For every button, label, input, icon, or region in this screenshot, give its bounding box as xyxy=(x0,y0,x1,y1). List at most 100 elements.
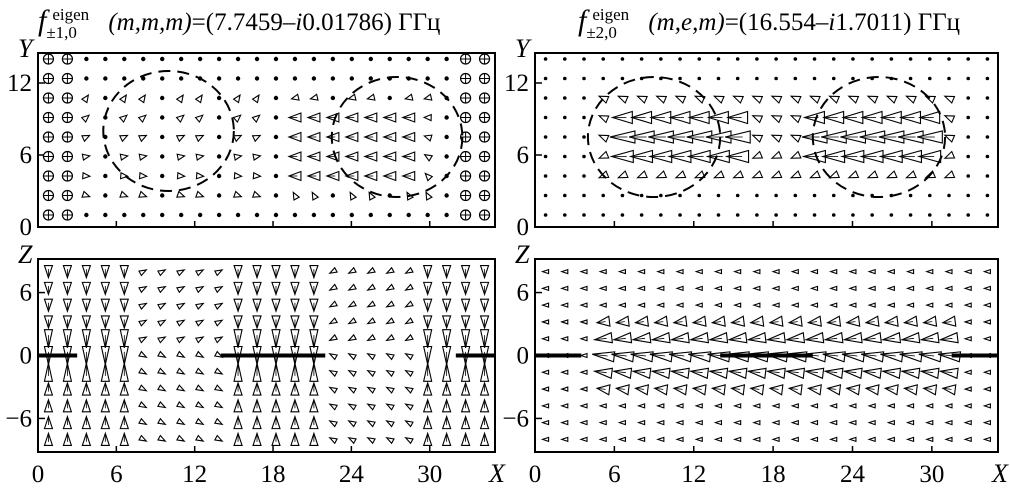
field-point xyxy=(678,213,682,217)
field-arrow xyxy=(560,268,569,275)
field-point xyxy=(735,57,740,61)
field-arrow xyxy=(631,367,652,380)
field-arrow xyxy=(422,113,432,122)
field-arrow xyxy=(251,190,262,198)
field-arrow xyxy=(138,153,149,162)
field-arrow-rib xyxy=(652,370,665,374)
field-arrow xyxy=(560,419,569,426)
field-arrow xyxy=(902,315,918,327)
field-arrow xyxy=(137,114,147,124)
field-point xyxy=(543,154,548,159)
field-arrow xyxy=(669,331,690,344)
field-point xyxy=(793,57,798,61)
field-arrow xyxy=(366,300,376,308)
field-arrow xyxy=(176,153,186,162)
field-arrow xyxy=(944,268,953,275)
field-arrow xyxy=(598,302,607,308)
field-point xyxy=(966,115,971,120)
y-tick-label: 6 xyxy=(517,142,530,169)
field-point xyxy=(160,134,165,140)
field-arrow xyxy=(404,436,414,445)
field-arrow xyxy=(328,420,338,428)
field-arrow xyxy=(768,384,784,396)
field-arrow xyxy=(366,266,376,275)
field-point xyxy=(716,193,721,198)
field-arrow xyxy=(195,302,205,310)
field-arrow xyxy=(828,419,838,426)
field-arrow xyxy=(81,134,91,143)
field-point xyxy=(985,57,990,61)
field-point xyxy=(444,134,449,140)
field-arrow xyxy=(886,285,895,292)
field-arrow-rib xyxy=(649,353,666,357)
field-arrow xyxy=(349,191,358,201)
field-arrow xyxy=(867,403,876,409)
field-point xyxy=(160,193,165,198)
field-point xyxy=(908,57,913,61)
field-arrow-rib xyxy=(597,387,606,390)
field-point xyxy=(543,135,548,139)
field-arrow xyxy=(790,436,799,443)
title-symbol: f xyxy=(38,4,47,37)
field-arrow-rib xyxy=(611,353,627,357)
panel-top-right: Y 0 6 12 xyxy=(504,34,999,241)
field-arrow xyxy=(925,302,934,308)
field-arrow xyxy=(790,285,799,292)
field-arrow xyxy=(982,302,991,308)
field-arrow xyxy=(138,171,149,180)
field-arrow-rib xyxy=(769,387,779,390)
field-arrow xyxy=(963,419,972,426)
field-point xyxy=(444,56,449,62)
field-arrow xyxy=(232,114,242,124)
field-point xyxy=(216,115,222,120)
field-arrow xyxy=(138,367,148,375)
field-arrow xyxy=(617,302,626,308)
field-arrow-rib xyxy=(846,387,856,390)
field-arrow xyxy=(732,419,742,426)
field-point xyxy=(543,76,548,81)
field-arrow-rib xyxy=(880,353,896,357)
field-arrow xyxy=(789,170,802,179)
field-arrow xyxy=(636,268,646,275)
field-arrow xyxy=(328,333,338,342)
field-point xyxy=(947,76,951,81)
field-arrow xyxy=(944,419,953,426)
field-arrow-rib xyxy=(827,387,837,390)
field-arrow xyxy=(668,351,693,363)
field-arrow-rib xyxy=(635,321,645,324)
field-arrow xyxy=(922,315,938,327)
field-arrow xyxy=(138,350,148,358)
field-arrow xyxy=(944,302,953,308)
field-arrow xyxy=(138,384,148,392)
field-arrow xyxy=(425,191,433,201)
field-arrow-rib xyxy=(616,387,625,390)
field-arrow-rib xyxy=(652,337,665,341)
field-point xyxy=(216,193,222,198)
field-point xyxy=(562,135,567,139)
field-arrow xyxy=(157,285,167,294)
field-arrow xyxy=(404,266,414,275)
field-arrow xyxy=(925,268,934,275)
field-point xyxy=(368,56,373,62)
field-arrow xyxy=(138,336,148,344)
field-point xyxy=(103,95,108,101)
field-arrow xyxy=(943,150,956,159)
title-superscript: eigen xyxy=(592,5,630,24)
field-arrow xyxy=(727,367,748,380)
field-arrow xyxy=(672,384,688,396)
field-point xyxy=(851,193,855,198)
field-arrow xyxy=(385,266,395,275)
field-arrow-rib xyxy=(865,321,875,324)
title-superscript: eigen xyxy=(52,5,90,24)
field-arrow xyxy=(732,268,742,275)
field-arrow xyxy=(404,369,414,378)
field-arrow xyxy=(597,150,610,159)
field-arrow xyxy=(713,436,723,443)
field-point xyxy=(562,57,567,61)
field-arrow xyxy=(885,170,898,179)
field-arrow xyxy=(963,403,972,409)
field-point xyxy=(774,57,778,61)
field-point xyxy=(582,174,586,178)
field-arrow xyxy=(693,170,706,179)
field-arrow xyxy=(157,434,167,442)
